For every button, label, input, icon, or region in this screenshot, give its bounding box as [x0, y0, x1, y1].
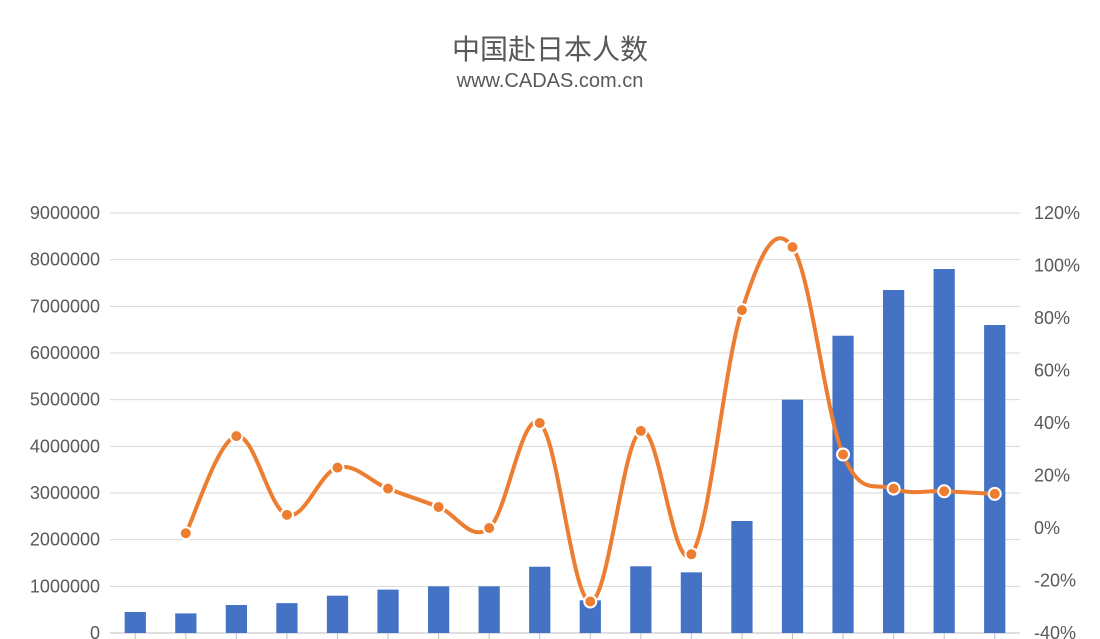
bar — [377, 590, 398, 633]
y-right-tick-label: 100% — [1034, 256, 1080, 276]
y-left-tick-label: 7000000 — [30, 296, 100, 316]
y-right-tick-label: 20% — [1034, 466, 1070, 486]
line-marker — [888, 483, 900, 495]
y-left-tick-label: 8000000 — [30, 250, 100, 270]
y-left-tick-label: 1000000 — [30, 576, 100, 596]
y-left-tick-label: 5000000 — [30, 390, 100, 410]
line-marker — [837, 449, 849, 461]
y-left-tick-label: 9000000 — [30, 203, 100, 223]
chart-subtitle: www.CADAS.com.cn — [0, 70, 1100, 93]
bar — [479, 586, 500, 633]
bar — [175, 613, 196, 633]
bar — [125, 612, 146, 633]
bar — [630, 566, 651, 633]
bar — [529, 567, 550, 633]
y-left-tick-label: 2000000 — [30, 530, 100, 550]
y-right-tick-label: 80% — [1034, 308, 1070, 328]
y-right-tick-label: 40% — [1034, 413, 1070, 433]
y-right-tick-label: 60% — [1034, 361, 1070, 381]
bar — [226, 605, 247, 633]
line-marker — [584, 596, 596, 608]
line-marker — [989, 488, 1001, 500]
line-marker — [230, 430, 242, 442]
bar — [327, 596, 348, 633]
growth-line — [186, 238, 995, 601]
line-marker — [483, 522, 495, 534]
bar — [731, 521, 752, 633]
bar — [984, 325, 1005, 633]
combo-chart: 中国赴日本人数 www.CADAS.com.cn 0 1000000 2000000… — [0, 0, 1100, 639]
line-marker — [938, 485, 950, 497]
y-left-tick-label: 6000000 — [30, 343, 100, 363]
chart-canvas: 0 1000000 2000000 3000000 4000000 5000000 6000… — [0, 93, 1100, 639]
bar — [934, 269, 955, 633]
line-marker — [180, 527, 192, 539]
y-right-tick-label: 120% — [1034, 203, 1080, 223]
line-marker — [736, 304, 748, 316]
line-marker — [433, 501, 445, 513]
bar — [681, 572, 702, 633]
line-marker — [635, 425, 647, 437]
line-marker — [685, 548, 697, 560]
y-right-tick-label: 0% — [1034, 518, 1060, 538]
y-right-tick-label: -20% — [1034, 571, 1076, 591]
y-left-tick-label: 0 — [90, 623, 100, 639]
line-marker — [281, 509, 293, 521]
bar — [832, 336, 853, 633]
bar — [428, 586, 449, 633]
bar — [276, 603, 297, 633]
y-left-tick-label: 4000000 — [30, 436, 100, 456]
line-marker — [787, 241, 799, 253]
bar — [883, 290, 904, 633]
line-marker — [332, 462, 344, 474]
line-marker — [534, 417, 546, 429]
y-right-tick-label: -40% — [1034, 623, 1076, 639]
y-left-tick-label: 3000000 — [30, 483, 100, 503]
chart-title: 中国赴日本人数 — [0, 0, 1100, 68]
line-marker — [382, 483, 394, 495]
bar — [782, 400, 803, 633]
